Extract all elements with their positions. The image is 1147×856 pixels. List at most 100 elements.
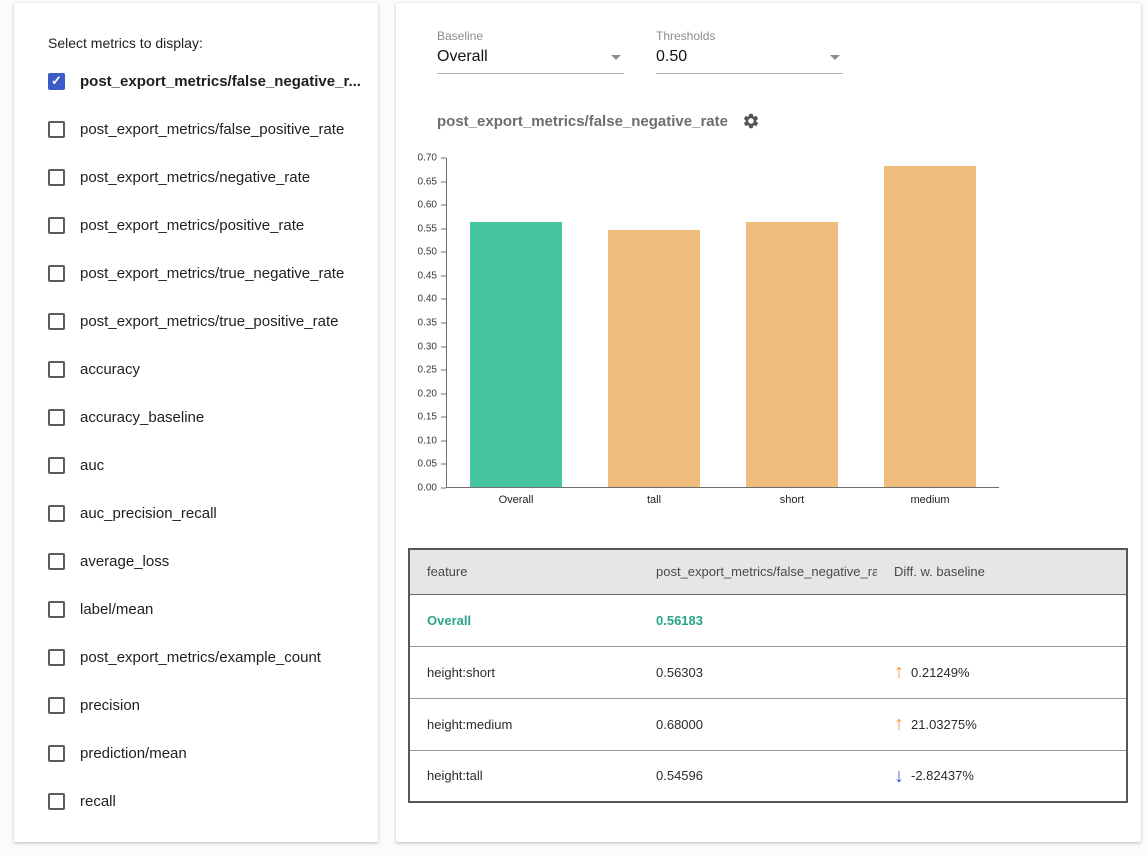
gear-icon[interactable] bbox=[742, 112, 760, 130]
checkbox-unchecked-icon[interactable] bbox=[48, 121, 65, 138]
checkbox-unchecked-icon[interactable] bbox=[48, 745, 65, 762]
metric-label: auc_precision_recall bbox=[80, 505, 217, 522]
metric-item-recall[interactable]: recall bbox=[14, 777, 378, 825]
y-axis-tick: 0.55 bbox=[396, 223, 446, 234]
checkbox-unchecked-icon[interactable] bbox=[48, 697, 65, 714]
metric-item-post-export-metrics-true-positive-rate[interactable]: post_export_metrics/true_positive_rate bbox=[14, 297, 378, 345]
checkbox-unchecked-icon[interactable] bbox=[48, 649, 65, 666]
x-axis-label: tall bbox=[647, 494, 661, 506]
baseline-dropdown-value: Overall bbox=[437, 48, 488, 66]
metric-value-cell: 0.56303 bbox=[639, 646, 877, 698]
metric-item-post-export-metrics-negative-rate[interactable]: post_export_metrics/negative_rate bbox=[14, 153, 378, 201]
feature-cell: height:short bbox=[409, 646, 639, 698]
metric-item-post-export-metrics-false-negative-r[interactable]: ✓ post_export_metrics/false_negative_r... bbox=[14, 57, 378, 105]
results-panel: Baseline Overall Thresholds 0.50 post_ex… bbox=[396, 3, 1141, 842]
bar-tall[interactable] bbox=[608, 230, 700, 487]
checkbox-unchecked-icon[interactable] bbox=[48, 265, 65, 282]
y-axis-tick: 0.45 bbox=[396, 270, 446, 281]
bar-slot-tall: tall bbox=[585, 158, 723, 487]
y-axis-tick: 0.65 bbox=[396, 176, 446, 187]
x-axis-label: Overall bbox=[499, 494, 534, 506]
y-axis-tick: 0.05 bbox=[396, 459, 446, 470]
checkbox-checked-icon[interactable]: ✓ bbox=[48, 73, 65, 90]
table-row-overall[interactable]: Overall0.56183 bbox=[409, 594, 1127, 646]
metric-label: prediction/mean bbox=[80, 745, 187, 762]
metric-item-accuracy-baseline[interactable]: accuracy_baseline bbox=[14, 393, 378, 441]
y-axis-tick: 0.30 bbox=[396, 341, 446, 352]
metric-item-accuracy[interactable]: accuracy bbox=[14, 345, 378, 393]
checkbox-unchecked-icon[interactable] bbox=[48, 361, 65, 378]
metric-label: accuracy bbox=[80, 361, 140, 378]
y-axis-tick: 0.60 bbox=[396, 200, 446, 211]
y-axis-tick: 0.15 bbox=[396, 412, 446, 423]
bar-short[interactable] bbox=[746, 222, 838, 487]
y-axis-tick: 0.70 bbox=[396, 152, 446, 163]
chevron-down-icon[interactable] bbox=[830, 55, 840, 60]
checkbox-unchecked-icon[interactable] bbox=[48, 601, 65, 618]
arrow-down-icon: ↓ bbox=[894, 766, 904, 786]
metric-item-post-export-metrics-example-count[interactable]: post_export_metrics/example_count bbox=[14, 633, 378, 681]
checkbox-unchecked-icon[interactable] bbox=[48, 409, 65, 426]
column-header-diff: Diff. w. baseline bbox=[877, 549, 1127, 594]
diff-value: 21.03275% bbox=[911, 717, 977, 732]
diff-cell bbox=[877, 594, 1127, 646]
checkbox-unchecked-icon[interactable] bbox=[48, 793, 65, 810]
feature-cell: Overall bbox=[409, 594, 639, 646]
feature-cell: height:tall bbox=[409, 750, 639, 802]
checkbox-unchecked-icon[interactable] bbox=[48, 505, 65, 522]
metric-label: accuracy_baseline bbox=[80, 409, 204, 426]
metric-item-prediction-mean[interactable]: prediction/mean bbox=[14, 729, 378, 777]
y-axis-tick: 0.00 bbox=[396, 483, 446, 494]
y-axis-tick: 0.20 bbox=[396, 388, 446, 399]
metric-label: average_loss bbox=[80, 553, 169, 570]
y-axis-tick: 0.25 bbox=[396, 365, 446, 376]
metric-item-precision[interactable]: precision bbox=[14, 681, 378, 729]
metric-label: label/mean bbox=[80, 601, 153, 618]
metric-item-label-mean[interactable]: label/mean bbox=[14, 585, 378, 633]
metric-item-auc-precision-recall[interactable]: auc_precision_recall bbox=[14, 489, 378, 537]
bar-slot-short: short bbox=[723, 158, 861, 487]
table-row-height-tall[interactable]: height:tall0.54596↓-2.82437% bbox=[409, 750, 1127, 802]
diff-cell: ↑0.21249% bbox=[877, 646, 1127, 698]
metric-label: post_export_metrics/false_negative_r... bbox=[80, 73, 361, 90]
chart-title: post_export_metrics/false_negative_rate bbox=[437, 113, 728, 130]
controls-bar: Baseline Overall Thresholds 0.50 bbox=[396, 3, 1141, 74]
metric-item-auc[interactable]: auc bbox=[14, 441, 378, 489]
arrow-up-icon: ↑ bbox=[894, 662, 904, 682]
metric-value-cell: 0.54596 bbox=[639, 750, 877, 802]
thresholds-dropdown[interactable]: Thresholds 0.50 bbox=[656, 29, 843, 74]
arrow-up-icon: ↑ bbox=[894, 714, 904, 734]
y-axis-tick: 0.10 bbox=[396, 435, 446, 446]
checkbox-unchecked-icon[interactable] bbox=[48, 169, 65, 186]
metric-label: post_export_metrics/example_count bbox=[80, 649, 321, 666]
table-row-height-medium[interactable]: height:medium0.68000 ↑ 21.03275% bbox=[409, 698, 1127, 750]
metric-label: post_export_metrics/false_positive_rate bbox=[80, 121, 344, 138]
table-row-height-short[interactable]: height:short0.56303↑0.21249% bbox=[409, 646, 1127, 698]
chevron-down-icon[interactable] bbox=[611, 55, 621, 60]
metric-label: auc bbox=[80, 457, 104, 474]
checkbox-unchecked-icon[interactable] bbox=[48, 457, 65, 474]
metrics-select-panel: Select metrics to display: ✓ post_export_… bbox=[14, 3, 378, 842]
feature-cell: height:medium bbox=[409, 698, 639, 750]
checkbox-unchecked-icon[interactable] bbox=[48, 217, 65, 234]
chart-header: post_export_metrics/false_negative_rate bbox=[437, 112, 1141, 130]
metric-item-post-export-metrics-true-negative-rate[interactable]: post_export_metrics/true_negative_rate bbox=[14, 249, 378, 297]
checkbox-unchecked-icon[interactable] bbox=[48, 313, 65, 330]
column-header-metric: post_export_metrics/false_negative_rat..… bbox=[639, 549, 877, 594]
diff-cell: ↓-2.82437% bbox=[877, 750, 1127, 802]
metric-label: post_export_metrics/true_negative_rate bbox=[80, 265, 344, 282]
metric-item-post-export-metrics-false-positive-rate[interactable]: post_export_metrics/false_positive_rate bbox=[14, 105, 378, 153]
baseline-dropdown[interactable]: Baseline Overall bbox=[437, 29, 624, 74]
bar-medium[interactable] bbox=[884, 166, 976, 487]
metric-label: post_export_metrics/true_positive_rate bbox=[80, 313, 338, 330]
metric-item-post-export-metrics-positive-rate[interactable]: post_export_metrics/positive_rate bbox=[14, 201, 378, 249]
bar-slot-Overall: Overall bbox=[447, 158, 585, 487]
x-axis-label: short bbox=[780, 494, 804, 506]
checkbox-unchecked-icon[interactable] bbox=[48, 553, 65, 570]
metrics-panel-title: Select metrics to display: bbox=[14, 3, 378, 57]
table-header-row: feature post_export_metrics/false_negati… bbox=[409, 549, 1127, 594]
metric-item-average-loss[interactable]: average_loss bbox=[14, 537, 378, 585]
metric-label: post_export_metrics/positive_rate bbox=[80, 217, 304, 234]
metric-value-cell: 0.68000 bbox=[639, 698, 877, 750]
bar-Overall[interactable] bbox=[470, 222, 562, 487]
